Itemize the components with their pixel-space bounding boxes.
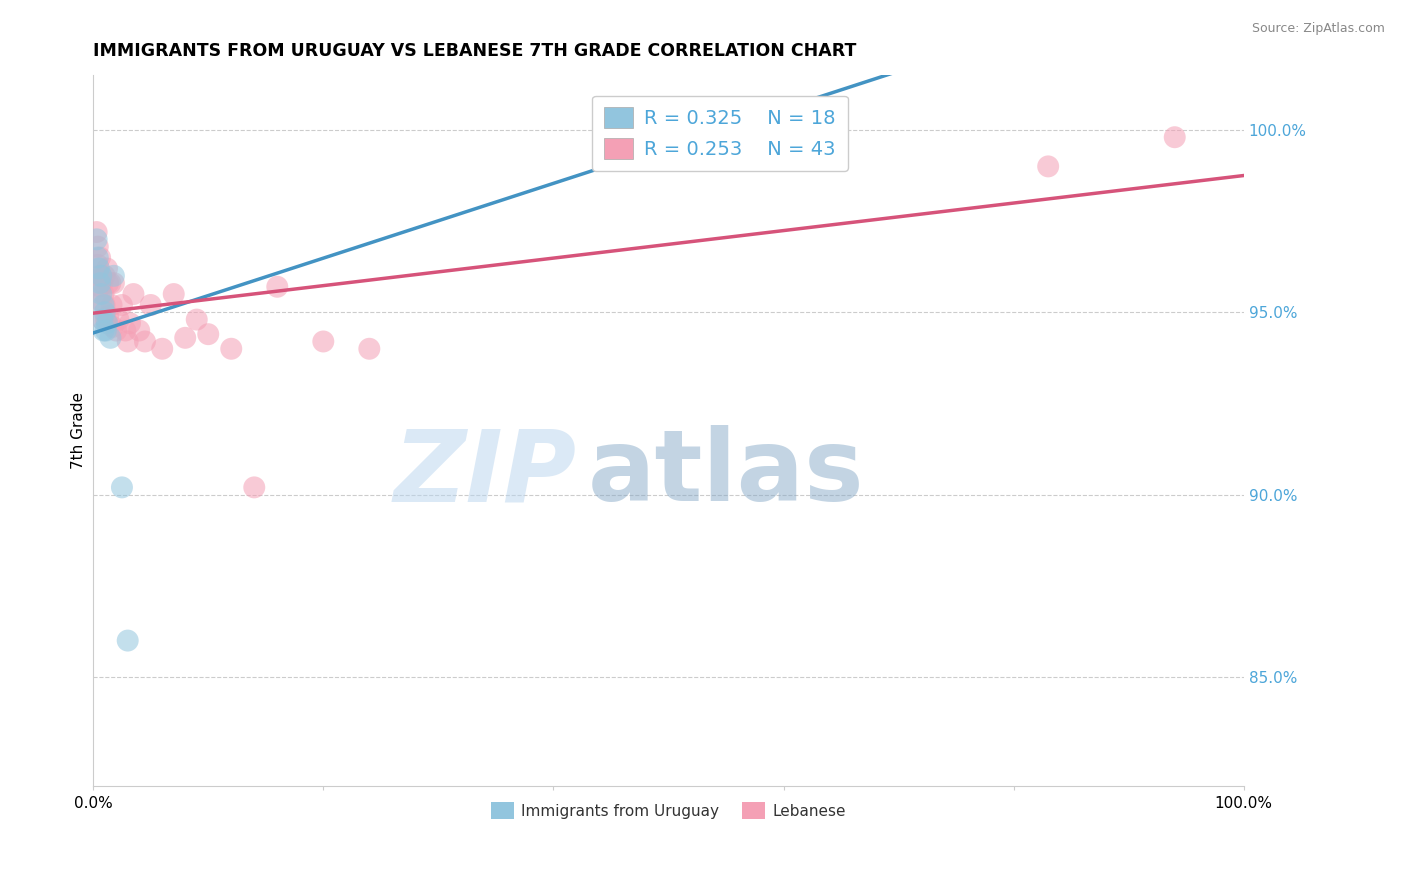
Point [117, 633, 139, 648]
Point [114, 324, 136, 338]
Point [94, 312, 117, 326]
Point [97, 276, 120, 290]
Point [107, 312, 129, 326]
Point [163, 287, 186, 301]
Point [111, 298, 134, 312]
Text: Source: ZipAtlas.com: Source: ZipAtlas.com [1251, 22, 1385, 36]
Point [96, 316, 118, 330]
Point [117, 334, 139, 349]
Point [96, 261, 118, 276]
Point [197, 327, 219, 342]
Point [94, 324, 117, 338]
Point [89, 279, 111, 293]
Point [86, 225, 108, 239]
Point [97, 309, 120, 323]
Point [111, 480, 134, 494]
Point [139, 298, 162, 312]
Point [186, 312, 208, 326]
Legend: Immigrants from Uruguay, Lebanese: Immigrants from Uruguay, Lebanese [485, 797, 852, 825]
Point [100, 298, 122, 312]
Point [101, 319, 124, 334]
Point [93, 305, 115, 319]
Point [1164, 130, 1187, 145]
Point [93, 287, 115, 301]
Point [1038, 160, 1060, 174]
Point [243, 480, 266, 494]
Point [90, 294, 112, 309]
Point [93, 324, 115, 338]
Point [91, 312, 114, 326]
Point [93, 298, 115, 312]
Point [100, 331, 122, 345]
Point [219, 342, 242, 356]
Point [150, 342, 173, 356]
Point [134, 334, 156, 349]
Point [174, 331, 197, 345]
Point [90, 268, 112, 283]
Point [91, 312, 114, 326]
Point [87, 268, 110, 283]
Point [93, 298, 115, 312]
Point [90, 287, 112, 301]
Point [87, 251, 110, 265]
Point [103, 276, 125, 290]
Text: atlas: atlas [588, 425, 865, 522]
Point [93, 268, 115, 283]
Y-axis label: 7th Grade: 7th Grade [72, 392, 86, 469]
Point [87, 240, 110, 254]
Point [692, 123, 714, 137]
Point [89, 276, 111, 290]
Point [105, 324, 128, 338]
Point [100, 276, 122, 290]
Point [312, 334, 335, 349]
Point [87, 261, 110, 276]
Point [89, 251, 111, 265]
Point [86, 232, 108, 246]
Point [91, 276, 114, 290]
Point [90, 268, 112, 283]
Point [359, 342, 381, 356]
Text: IMMIGRANTS FROM URUGUAY VS LEBANESE 7TH GRADE CORRELATION CHART: IMMIGRANTS FROM URUGUAY VS LEBANESE 7TH … [93, 42, 856, 60]
Point [266, 279, 288, 293]
Point [128, 324, 150, 338]
Point [122, 287, 145, 301]
Point [87, 258, 110, 272]
Point [657, 123, 679, 137]
Point [103, 268, 125, 283]
Point [118, 316, 141, 330]
Text: ZIP: ZIP [394, 425, 576, 522]
